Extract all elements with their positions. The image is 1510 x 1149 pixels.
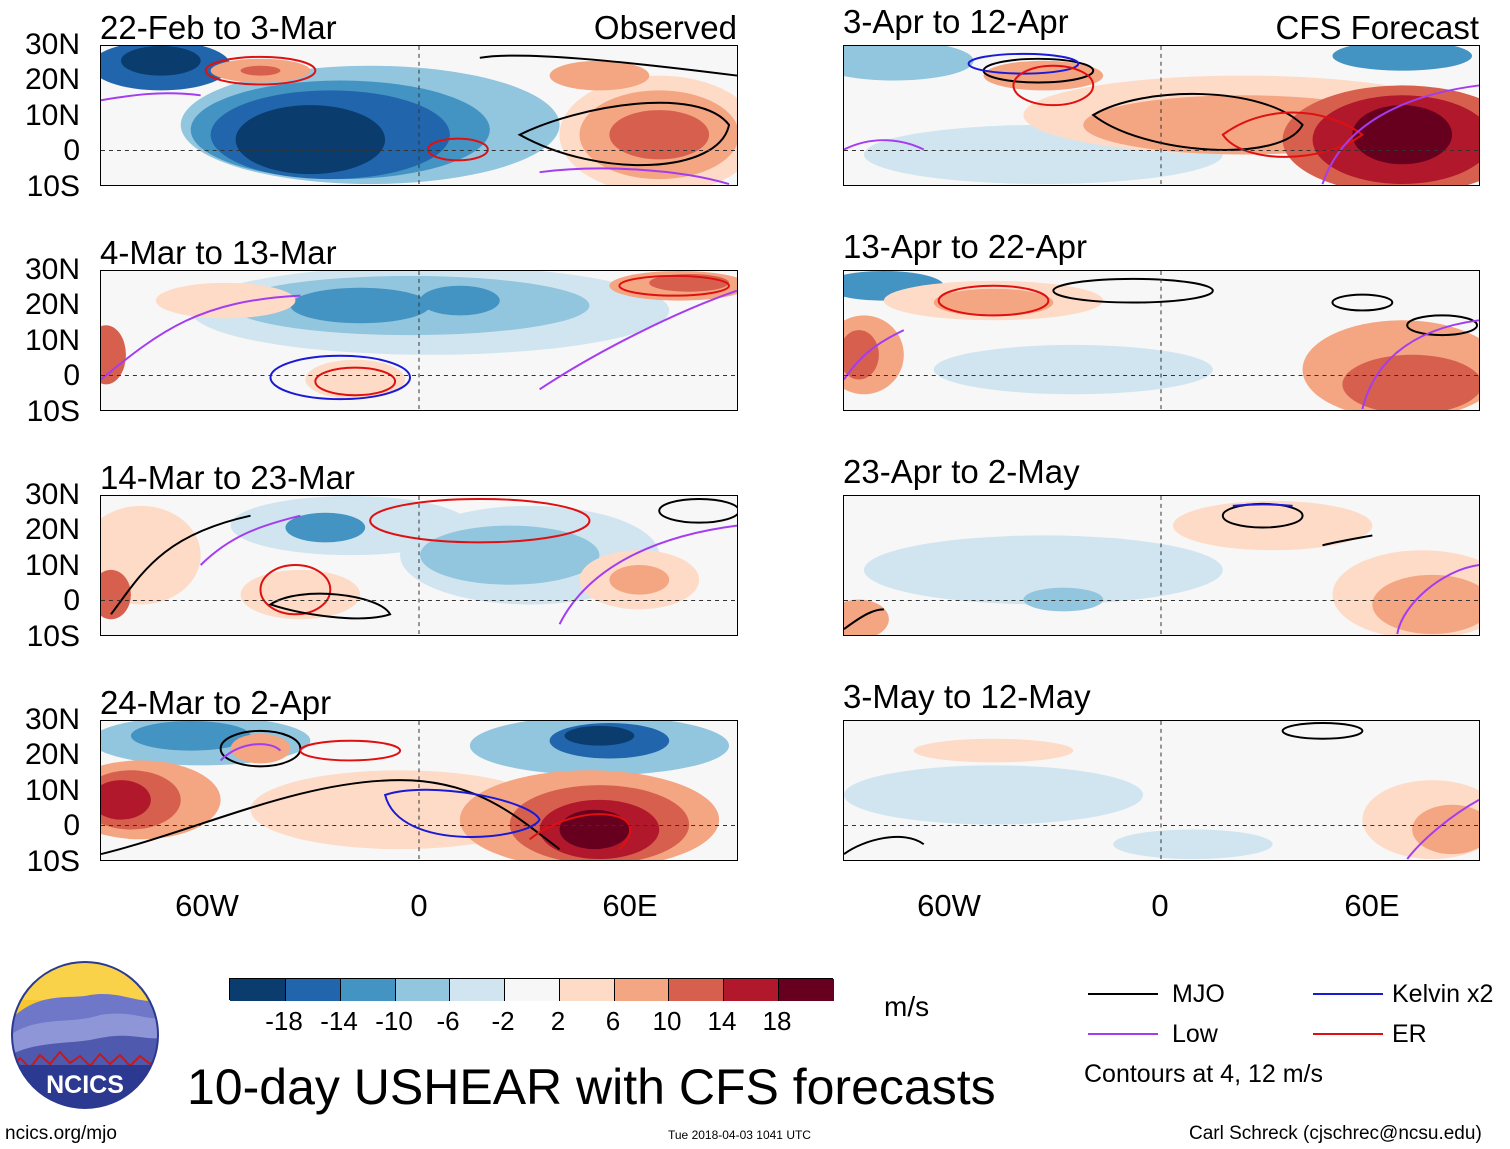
- colorbar-cell: [340, 979, 395, 1001]
- footer-url: ncics.org/mjo: [5, 1123, 117, 1144]
- colorbar-label: -10: [375, 1006, 413, 1036]
- observed-label: Observed: [593, 9, 737, 46]
- legend-label-kelvin: Kelvin x2: [1392, 980, 1494, 1008]
- legend-line-low: [1088, 1033, 1158, 1035]
- colorbar-label: -2: [491, 1006, 515, 1036]
- lon-label: 60W: [917, 888, 981, 923]
- panel-4-title: 24-Mar to 2-Apr: [100, 684, 332, 721]
- legend-line-er: [1313, 1033, 1383, 1035]
- colorbar-label: 18: [762, 1006, 792, 1036]
- colorbar-cell: [668, 979, 723, 1001]
- colorbar-cell: [504, 979, 559, 1001]
- lat-label: 10S: [26, 620, 80, 653]
- colorbar: [229, 978, 834, 1001]
- panel-2-title: 4-Mar to 13-Mar: [100, 234, 337, 271]
- lat-label: 10S: [26, 845, 80, 878]
- panel-1-title: 22-Feb to 3-Mar: [100, 9, 337, 46]
- lat-label: 0: [63, 809, 80, 842]
- panel-7-title: 23-Apr to 2-May: [843, 453, 1080, 490]
- ncics-logo: NCICS: [10, 960, 160, 1110]
- logo-text: NCICS: [46, 1071, 124, 1099]
- lon-label: 60W: [175, 888, 239, 923]
- panel-5-title: 3-Apr to 12-Apr: [843, 3, 1069, 40]
- panel-3-map: [100, 495, 738, 636]
- panel-8-map: [843, 720, 1480, 861]
- colorbar-label: -6: [436, 1006, 460, 1036]
- colorbar-label: 14: [707, 1006, 737, 1036]
- colorbar-cell: [395, 979, 449, 1001]
- colorbar-label: -18: [265, 1006, 303, 1036]
- lon-label: 60E: [602, 888, 658, 923]
- legend-line-kelvin: [1313, 993, 1383, 995]
- lat-label: 30N: [24, 253, 80, 286]
- footer-author: Carl Schreck (cjschrec@ncsu.edu): [1189, 1123, 1482, 1144]
- lat-label: 20N: [24, 288, 80, 321]
- colorbar-cell: [559, 979, 614, 1001]
- panel-2-map: [100, 270, 738, 411]
- colorbar-cell: [614, 979, 668, 1001]
- lat-label: 10N: [24, 549, 80, 582]
- colorbar-cell: [778, 979, 834, 1001]
- footer-timestamp: Tue 2018-04-03 1041 UTC: [668, 1128, 811, 1142]
- colorbar-cell: [285, 979, 340, 1001]
- panel-4-map: [100, 720, 738, 861]
- panel-3-title: 14-Mar to 23-Mar: [100, 459, 355, 496]
- lon-label: 0: [1151, 888, 1169, 923]
- colorbar-label: 6: [605, 1006, 621, 1036]
- lat-label: 10N: [24, 324, 80, 357]
- lat-label: 20N: [24, 513, 80, 546]
- colorbar-cell: [230, 979, 285, 1001]
- colorbar-cell: [723, 979, 778, 1001]
- forecast-label: CFS Forecast: [1275, 9, 1479, 46]
- legend-line-mjo: [1088, 993, 1158, 995]
- lat-label: 10N: [24, 99, 80, 132]
- lat-label: 20N: [24, 738, 80, 771]
- lat-label: 30N: [24, 478, 80, 511]
- legend-note: Contours at 4, 12 m/s: [1084, 1060, 1324, 1088]
- units-label: m/s: [884, 991, 930, 1022]
- colorbar-cell: [449, 979, 504, 1001]
- colorbar-label: 10: [652, 1006, 682, 1036]
- panel-5-map: [843, 45, 1480, 186]
- lat-label: 30N: [24, 28, 80, 61]
- figure-title: 10-day USHEAR with CFS forecasts: [187, 1059, 996, 1115]
- panel-1-map: [100, 45, 738, 186]
- lat-label: 0: [63, 134, 80, 167]
- lat-label: 0: [63, 359, 80, 392]
- lat-label: 0: [63, 584, 80, 617]
- panel-6-title: 13-Apr to 22-Apr: [843, 228, 1087, 265]
- lat-label: 10S: [26, 395, 80, 428]
- lon-label: 0: [410, 888, 428, 923]
- legend-label-mjo: MJO: [1172, 980, 1225, 1008]
- lat-label: 10S: [26, 170, 80, 203]
- panel-8-title: 3-May to 12-May: [843, 678, 1091, 715]
- panel-6-map: [843, 270, 1480, 411]
- legend-label-low: Low: [1172, 1020, 1218, 1048]
- lat-label: 20N: [24, 63, 80, 96]
- lon-label: 60E: [1344, 888, 1400, 923]
- ncics-logo-graphic: NCICS: [11, 961, 159, 1109]
- legend-label-er: ER: [1392, 1020, 1427, 1048]
- panel-7-map: [843, 495, 1480, 636]
- colorbar-label: 2: [550, 1006, 566, 1036]
- colorbar-label: -14: [320, 1006, 358, 1036]
- lat-label: 30N: [24, 703, 80, 736]
- lat-label: 10N: [24, 774, 80, 807]
